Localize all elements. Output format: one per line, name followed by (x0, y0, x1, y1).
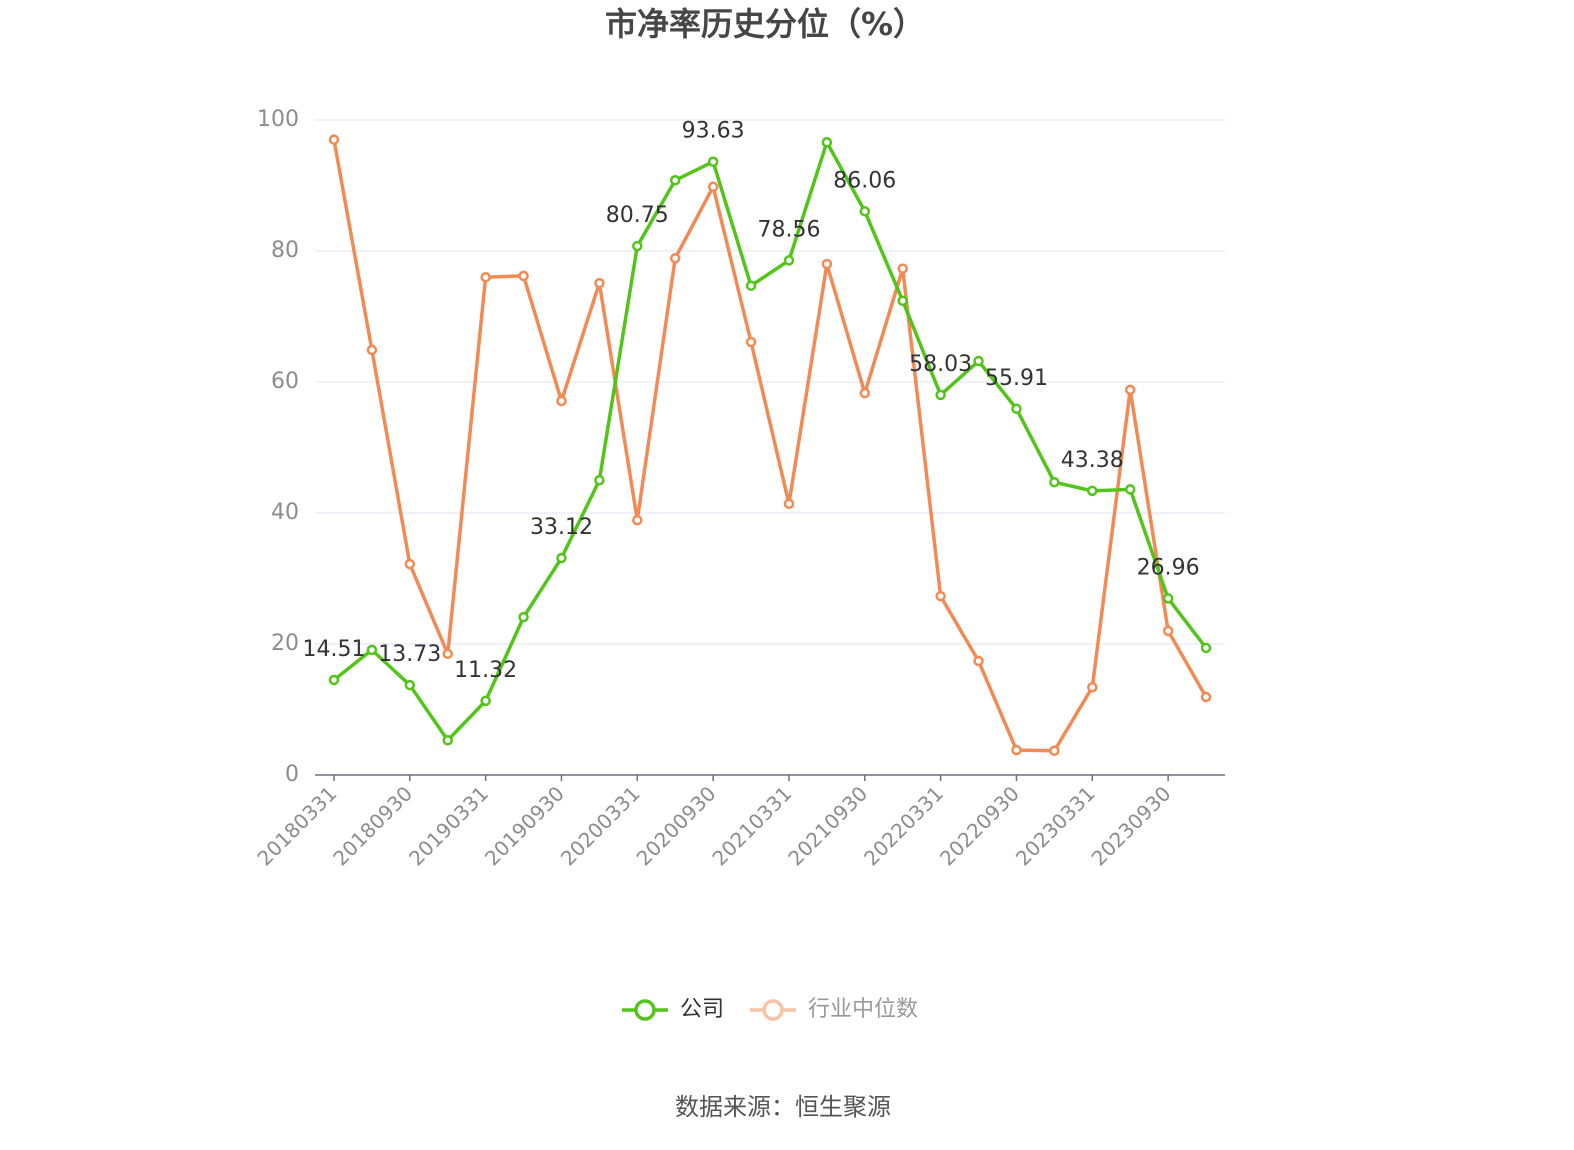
point (1200, 691, 1212, 703)
x-tick-label: 20220930 (935, 781, 1024, 870)
x-tick-label: 20180331 (252, 781, 341, 870)
y-tick-label: 60 (271, 369, 299, 394)
x-tick-label: 20180930 (328, 781, 417, 870)
point (707, 181, 719, 193)
point (783, 498, 795, 510)
series (328, 137, 1212, 746)
point (328, 134, 340, 145)
point (594, 277, 605, 289)
point (1049, 745, 1060, 757)
point (1124, 384, 1136, 396)
point (518, 270, 529, 282)
data-label: 86.06 (833, 168, 896, 193)
x-tick-label: 20200331 (556, 781, 645, 870)
point (1087, 681, 1098, 693)
point (1162, 593, 1174, 604)
point (1011, 744, 1022, 756)
x-tick-label: 20190331 (404, 781, 493, 870)
point (328, 674, 340, 686)
point (935, 590, 946, 602)
point (669, 175, 681, 186)
legend-marker (762, 999, 784, 1021)
point (404, 679, 416, 691)
point (897, 263, 908, 274)
point (632, 514, 643, 526)
point (1011, 403, 1022, 415)
data-label: 14.51 (302, 637, 365, 662)
point (973, 355, 984, 367)
point (935, 389, 946, 401)
y-tick-label: 0 (285, 762, 299, 787)
point (480, 695, 491, 707)
y-tick-label: 80 (271, 238, 299, 263)
point (973, 655, 984, 667)
x-tick-label: 20210930 (783, 781, 872, 870)
point (442, 648, 453, 660)
point (821, 258, 833, 270)
y-tick-label: 40 (271, 500, 299, 525)
source-note: 数据来源：恒生聚源 (675, 1093, 891, 1121)
x-tick-label: 20210331 (707, 781, 796, 870)
data-label: 93.63 (682, 119, 745, 144)
point (1087, 485, 1098, 497)
point (556, 552, 567, 564)
data-label: 33.12 (530, 515, 593, 540)
data-label: 26.96 (1137, 555, 1200, 580)
point (518, 611, 529, 623)
data-label: 55.91 (985, 366, 1048, 391)
point (783, 255, 795, 266)
point (480, 271, 491, 283)
x-tick-label: 20230331 (1011, 781, 1100, 870)
line (332, 140, 1208, 743)
data-label: 80.75 (606, 203, 669, 228)
point (821, 137, 833, 148)
data-label: 78.56 (757, 217, 820, 242)
line (332, 139, 1208, 753)
point (745, 280, 757, 291)
legend-marker (634, 999, 656, 1021)
data-label: 58.03 (909, 352, 972, 377)
data-label: 13.73 (378, 642, 441, 667)
point (707, 156, 719, 167)
chart-title: 市净率历史分位（%） (605, 5, 925, 43)
point (632, 240, 643, 252)
series (328, 134, 1212, 757)
x-tick-label: 20200930 (632, 781, 721, 870)
point (859, 387, 871, 399)
point (1049, 476, 1060, 488)
point (366, 344, 378, 356)
point (442, 735, 453, 746)
data-label: 43.38 (1061, 448, 1124, 473)
point (1162, 625, 1174, 637)
x-tick-label: 20190930 (480, 781, 569, 870)
point (366, 644, 378, 656)
data-label: 11.32 (454, 658, 517, 683)
point (859, 206, 871, 217)
point (897, 295, 908, 307)
point (669, 252, 681, 264)
y-tick-label: 100 (257, 107, 299, 132)
legend-label: 行业中位数 (808, 997, 918, 1022)
legend-label: 公司 (680, 997, 724, 1022)
point (1124, 484, 1136, 495)
point (1200, 642, 1212, 654)
point (404, 558, 416, 570)
point (594, 475, 605, 486)
y-tick-label: 20 (271, 631, 299, 656)
x-tick-label: 20230930 (1087, 781, 1176, 870)
x-tick-label: 20220331 (859, 781, 948, 870)
point (556, 395, 567, 407)
point (745, 336, 757, 348)
